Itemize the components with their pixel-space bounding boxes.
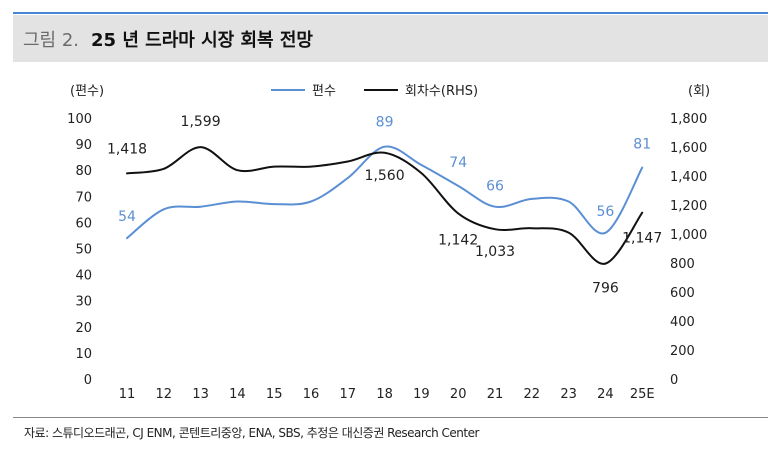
left-tick-label: 30 bbox=[75, 295, 92, 310]
left-tick-label: 10 bbox=[75, 347, 92, 362]
figure-label: 그림 2. bbox=[23, 29, 80, 51]
left-tick-label: 0 bbox=[84, 373, 92, 388]
data-label-right-series: 1,147 bbox=[622, 231, 662, 247]
x-tick-label: 16 bbox=[303, 387, 320, 402]
x-tick-label: 23 bbox=[560, 387, 577, 402]
data-label-right-series: 1,142 bbox=[438, 232, 478, 248]
series-line-right bbox=[126, 146, 644, 265]
data-label-left-series: 89 bbox=[376, 115, 394, 131]
data-label-right-series: 1,418 bbox=[107, 141, 147, 157]
left-tick-label: 100 bbox=[67, 112, 92, 127]
left-axis-group: (편수) bbox=[70, 84, 104, 99]
left-tick-label: 50 bbox=[75, 243, 92, 258]
x-tick-label: 11 bbox=[119, 387, 136, 402]
top-accent-rule bbox=[13, 12, 768, 14]
right-tick-label: 600 bbox=[670, 286, 695, 301]
x-tick-label: 15 bbox=[266, 387, 283, 402]
right-tick-label: 1,200 bbox=[670, 199, 707, 214]
x-tick-label: 20 bbox=[450, 387, 467, 402]
x-tick-label: 24 bbox=[597, 387, 614, 402]
data-label-left-series: 81 bbox=[633, 137, 651, 153]
data-label-right-series: 1,033 bbox=[475, 244, 515, 260]
right-ticks: 0 200 400 600 800 1,000 1,200 1,400 1,600 1,800 bbox=[670, 112, 707, 388]
x-tick-label: 14 bbox=[229, 387, 246, 402]
dual-axis-line-chart: (편수) (회) 편수 회차수(RHS) 0 10 20 30 40 50 60 70 80 90… bbox=[67, 84, 710, 402]
right-tick-label: 0 bbox=[670, 373, 678, 388]
right-tick-label: 1,600 bbox=[670, 141, 707, 156]
data-label-right-series: 796 bbox=[592, 281, 619, 297]
left-ticks: 0 10 20 30 40 50 60 70 80 90 100 bbox=[67, 112, 92, 388]
source-note: 자료: 스튜디오드래곤, CJ ENM, 콘텐트리중앙, ENA, SBS, 추… bbox=[24, 426, 479, 440]
left-tick-label: 70 bbox=[75, 190, 92, 205]
data-label-left-series: 74 bbox=[449, 155, 467, 171]
left-tick-label: 20 bbox=[75, 321, 92, 336]
data-label-left-series: 56 bbox=[596, 204, 614, 220]
left-axis-label: (편수) bbox=[70, 84, 104, 99]
left-tick-label: 60 bbox=[75, 216, 92, 231]
x-tick-label: 17 bbox=[340, 387, 357, 402]
right-tick-label: 1,800 bbox=[670, 112, 707, 127]
x-tick-label: 25E bbox=[630, 387, 655, 402]
left-tick-label: 90 bbox=[75, 138, 92, 153]
legend-label-left-series: 편수 bbox=[312, 84, 336, 99]
right-tick-label: 200 bbox=[670, 344, 695, 359]
x-tick-label: 21 bbox=[487, 387, 504, 402]
x-tick-label: 13 bbox=[192, 387, 209, 402]
figure-header: 그림 2. 25 년 드라마 시장 회복 전망 bbox=[13, 15, 768, 62]
right-axis-label: (회) bbox=[688, 84, 710, 99]
series-lines bbox=[126, 145, 644, 265]
right-tick-label: 1,000 bbox=[670, 228, 707, 243]
x-ticks: 11 12 13 14 15 16 17 18 19 20 21 22 23 24 25E bbox=[119, 387, 655, 402]
figure-title: 25 년 드라마 시장 회복 전망 bbox=[91, 29, 313, 51]
right-tick-label: 1,400 bbox=[670, 170, 707, 185]
x-tick-label: 22 bbox=[524, 387, 541, 402]
x-tick-label: 18 bbox=[376, 387, 393, 402]
right-tick-label: 400 bbox=[670, 315, 695, 330]
x-tick-label: 19 bbox=[413, 387, 430, 402]
data-label-right-series: 1,560 bbox=[365, 168, 405, 184]
data-label-right-series: 1,599 bbox=[181, 114, 221, 130]
data-label-left-series: 54 bbox=[118, 209, 136, 225]
legend: 편수 회차수(RHS) bbox=[271, 84, 478, 99]
x-tick-label: 12 bbox=[156, 387, 173, 402]
left-tick-label: 80 bbox=[75, 164, 92, 179]
legend-label-right-series: 회차수(RHS) bbox=[405, 84, 478, 99]
right-axis-group: (회) bbox=[688, 84, 710, 99]
right-tick-label: 800 bbox=[670, 257, 695, 272]
left-tick-label: 40 bbox=[75, 269, 92, 284]
data-label-left-series: 66 bbox=[486, 179, 504, 195]
source-rule bbox=[13, 417, 768, 418]
series-line-left bbox=[126, 145, 644, 240]
